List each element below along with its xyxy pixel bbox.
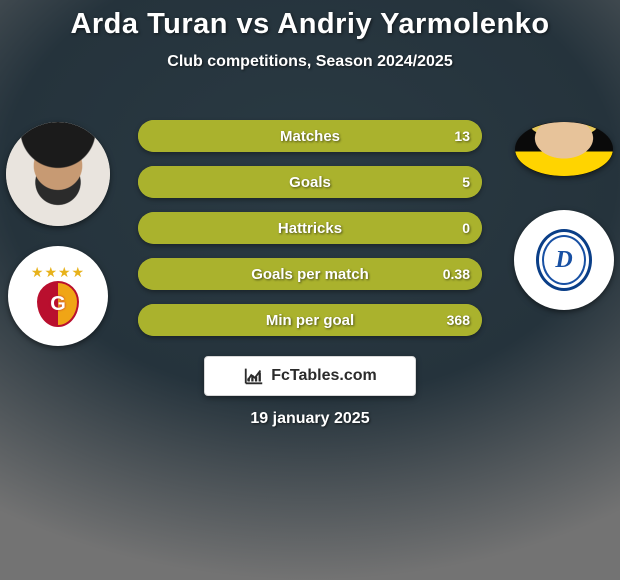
club-b-crest: D	[536, 229, 592, 291]
stat-bar-b-value: 368	[447, 304, 470, 336]
chart-icon	[243, 365, 265, 387]
player-b-avatar	[515, 122, 613, 176]
club-a-stars: ★★★★	[31, 265, 85, 279]
stat-bar-b-fill	[138, 120, 482, 152]
stat-bar: Goals per match0.38	[138, 258, 482, 290]
stat-bars: Matches13 Goals5 Hattricks0 Goals per match…	[138, 120, 482, 336]
stat-bar-b-value: 5	[462, 166, 470, 198]
player-a-column: ★★★★ G	[6, 122, 110, 346]
stat-bar-b-value: 13	[454, 120, 470, 152]
stat-bar: Goals5	[138, 166, 482, 198]
stat-bar-b-fill	[138, 258, 482, 290]
stat-bar: Matches13	[138, 120, 482, 152]
club-b-crest-letter: D	[542, 235, 586, 285]
club-a-badge: ★★★★ G	[8, 246, 108, 346]
watermark: FcTables.com	[204, 356, 416, 396]
club-b-stars: ★★	[552, 210, 575, 214]
stat-bar-b-value: 0.38	[443, 258, 470, 290]
subtitle: Club competitions, Season 2024/2025	[0, 53, 620, 71]
stat-bar-b-fill	[310, 212, 482, 244]
stat-bar-b-fill	[138, 304, 482, 336]
page-title: Arda Turan vs Andriy Yarmolenko	[0, 0, 620, 41]
player-b-column: ★★ D	[514, 122, 614, 310]
infographic: Arda Turan vs Andriy Yarmolenko Club com…	[0, 0, 620, 580]
stat-bar-b-value: 0	[462, 212, 470, 244]
watermark-text: FcTables.com	[271, 367, 377, 385]
date-stamp: 19 january 2025	[250, 410, 369, 428]
club-b-badge: ★★ D	[514, 210, 614, 310]
club-a-crest-letter: G	[41, 285, 75, 323]
stat-bar-b-fill	[138, 166, 482, 198]
stat-bar: Hattricks0	[138, 212, 482, 244]
stat-bar: Min per goal368	[138, 304, 482, 336]
club-a-crest: G	[37, 281, 79, 327]
player-a-avatar	[6, 122, 110, 226]
stat-bar-a-fill	[138, 212, 310, 244]
